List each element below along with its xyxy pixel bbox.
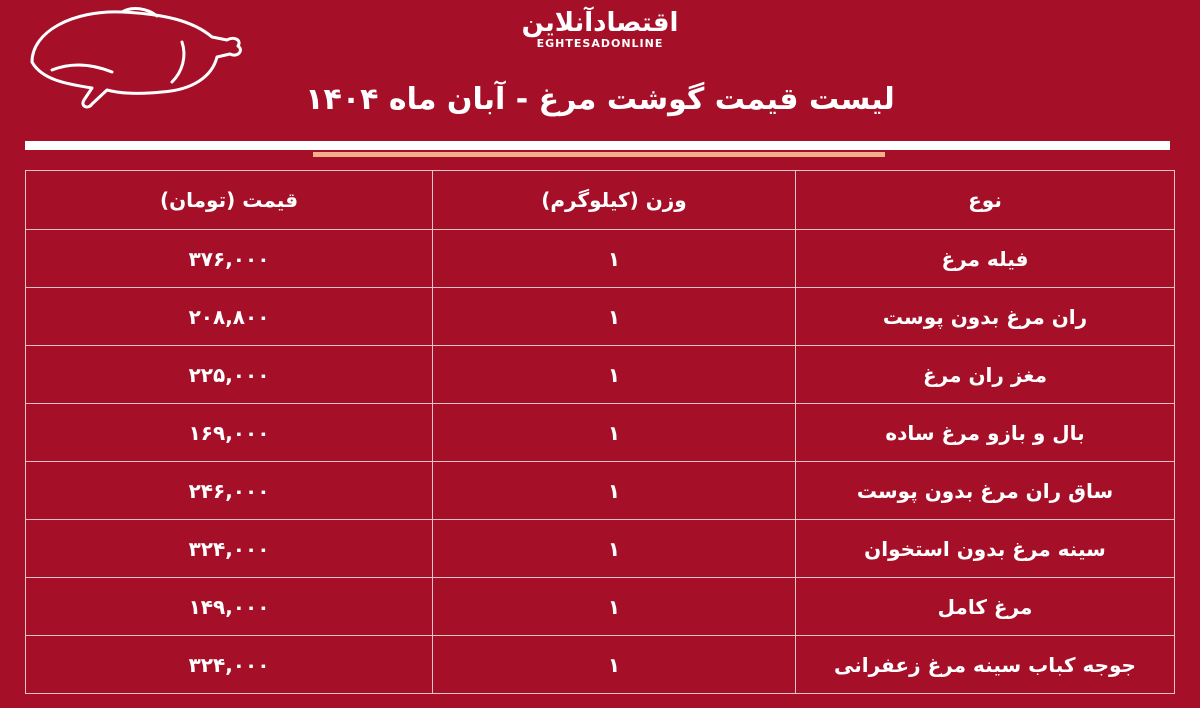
cell-type: جوجه کباب سینه مرغ زعفرانی bbox=[795, 635, 1175, 694]
logo: اقتصادآنلاین EGHTESADONLINE bbox=[505, 8, 695, 56]
logo-text-fa: اقتصادآنلاین bbox=[521, 8, 680, 38]
table-row: بال و بازو مرغ ساده ۱ ۱۶۹,۰۰۰ bbox=[25, 403, 1175, 462]
cell-type: ران مرغ بدون پوست bbox=[795, 287, 1175, 346]
cell-type: ساق ران مرغ بدون پوست bbox=[795, 461, 1175, 520]
logo-text-en: EGHTESADONLINE bbox=[536, 37, 664, 50]
cell-type: بال و بازو مرغ ساده bbox=[795, 403, 1175, 462]
cell-type: مرغ کامل bbox=[795, 577, 1175, 636]
table-row: سینه مرغ بدون استخوان ۱ ۳۲۴,۰۰۰ bbox=[25, 519, 1175, 578]
cell-price: ۱۴۹,۰۰۰ bbox=[25, 577, 433, 636]
cell-weight: ۱ bbox=[432, 635, 796, 694]
table-header-row: نوع وزن (کیلوگرم) قیمت (تومان) bbox=[25, 170, 1175, 230]
cell-type: سینه مرغ بدون استخوان bbox=[795, 519, 1175, 578]
cell-price: ۳۲۴,۰۰۰ bbox=[25, 519, 433, 578]
table-row: مرغ کامل ۱ ۱۴۹,۰۰۰ bbox=[25, 577, 1175, 636]
table-row: فیله مرغ ۱ ۳۷۶,۰۰۰ bbox=[25, 229, 1175, 288]
cell-weight: ۱ bbox=[432, 287, 796, 346]
header-price: قیمت (تومان) bbox=[25, 170, 433, 230]
cell-price: ۳۲۴,۰۰۰ bbox=[25, 635, 433, 694]
cell-weight: ۱ bbox=[432, 519, 796, 578]
table-row: مغز ران مرغ ۱ ۲۲۵,۰۰۰ bbox=[25, 345, 1175, 404]
accent-divider bbox=[313, 152, 885, 157]
table-row: جوجه کباب سینه مرغ زعفرانی ۱ ۳۲۴,۰۰۰ bbox=[25, 635, 1175, 694]
cell-price: ۲۴۶,۰۰۰ bbox=[25, 461, 433, 520]
cell-weight: ۱ bbox=[432, 229, 796, 288]
cell-price: ۲۰۸,۸۰۰ bbox=[25, 287, 433, 346]
table-row: ساق ران مرغ بدون پوست ۱ ۲۴۶,۰۰۰ bbox=[25, 461, 1175, 520]
cell-type: مغز ران مرغ bbox=[795, 345, 1175, 404]
chicken-outline-icon bbox=[30, 7, 242, 109]
divider bbox=[25, 141, 1170, 150]
cell-weight: ۱ bbox=[432, 345, 796, 404]
page-title: لیست قیمت گوشت مرغ - آبان ماه ۱۴۰۴ bbox=[305, 82, 895, 117]
cell-weight: ۱ bbox=[432, 461, 796, 520]
cell-weight: ۱ bbox=[432, 577, 796, 636]
cell-price: ۳۷۶,۰۰۰ bbox=[25, 229, 433, 288]
price-table: نوع وزن (کیلوگرم) قیمت (تومان) فیله مرغ ۱… bbox=[25, 170, 1175, 694]
header-weight: وزن (کیلوگرم) bbox=[432, 170, 796, 230]
cell-weight: ۱ bbox=[432, 403, 796, 462]
cell-price: ۱۶۹,۰۰۰ bbox=[25, 403, 433, 462]
cell-price: ۲۲۵,۰۰۰ bbox=[25, 345, 433, 404]
table-row: ران مرغ بدون پوست ۱ ۲۰۸,۸۰۰ bbox=[25, 287, 1175, 346]
header-type: نوع bbox=[795, 170, 1175, 230]
cell-type: فیله مرغ bbox=[795, 229, 1175, 288]
